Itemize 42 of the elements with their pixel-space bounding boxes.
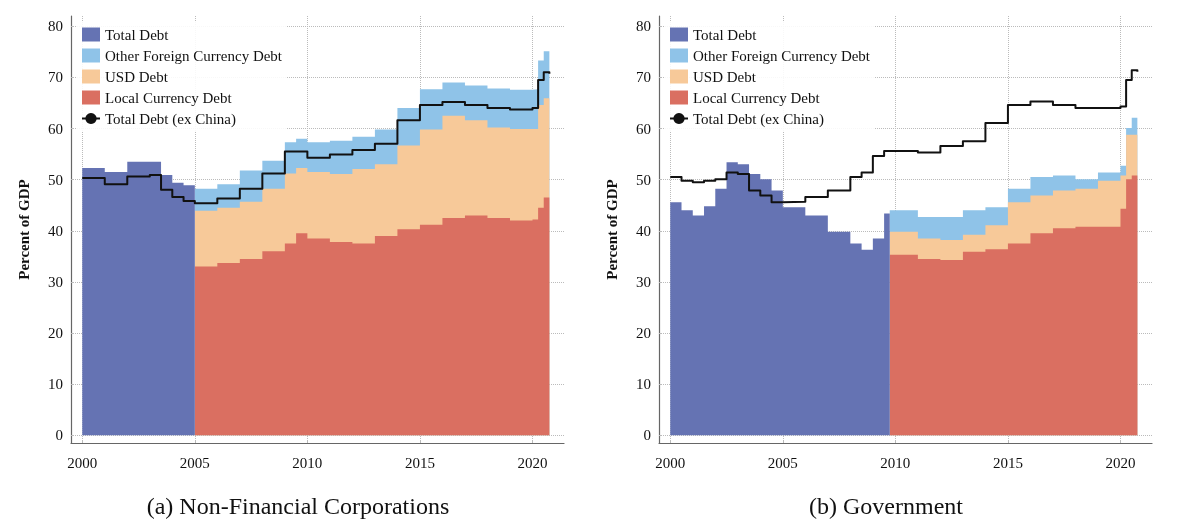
x-tick-label: 2020 <box>1105 454 1136 471</box>
text: (b) Government <box>809 493 964 519</box>
x-tick-label: 2005 <box>767 454 798 471</box>
legend-label: Other Foreign Currency Debt <box>693 47 871 64</box>
y-tick-label: 80 <box>636 18 651 35</box>
y-tick-label: 20 <box>636 325 651 342</box>
legend-label: Local Currency Debt <box>105 89 233 106</box>
x-tick-label: 2005 <box>179 454 210 471</box>
x-tick-label: 2015 <box>992 454 1023 471</box>
y-tick-label: 50 <box>48 171 63 188</box>
legend-label: Total Debt (ex China) <box>693 110 824 128</box>
y-tick-label: 30 <box>48 273 63 290</box>
legend-label: Total Debt (ex China) <box>105 110 236 128</box>
x-tick-label: 2015 <box>404 454 435 471</box>
legend-label: Total Debt <box>693 26 758 43</box>
x-tick-label: 2000 <box>67 454 98 471</box>
legend-label: Local Currency Debt <box>693 89 821 106</box>
y-tick-label: 60 <box>48 120 63 137</box>
y-tick-label: 0 <box>643 427 651 444</box>
legend-label: USD Debt <box>693 68 757 85</box>
y-tick-label: 70 <box>636 69 651 86</box>
x-tick-label: 2000 <box>655 454 686 471</box>
y-axis-title: Percent of GDP <box>15 179 32 280</box>
y-tick-label: 20 <box>48 325 63 342</box>
y-axis-title: Percent of GDP <box>603 179 620 280</box>
y-tick-label: 10 <box>636 376 651 393</box>
legend-label: Other Foreign Currency Debt <box>105 47 283 64</box>
y-tick-label: 40 <box>636 222 651 239</box>
x-tick-label: 2020 <box>517 454 548 471</box>
x-tick-label: 2010 <box>880 454 911 471</box>
legend-label: USD Debt <box>105 68 169 85</box>
y-tick-label: 50 <box>636 171 651 188</box>
legend-label: Total Debt <box>105 26 170 43</box>
y-tick-label: 60 <box>636 120 651 137</box>
y-tick-label: 40 <box>48 222 63 239</box>
text: (a) Non-Financial Corporations <box>146 493 450 519</box>
y-tick-label: 10 <box>48 376 63 393</box>
x-tick-label: 2010 <box>292 454 323 471</box>
y-tick-label: 70 <box>48 69 63 86</box>
y-tick-label: 80 <box>48 18 63 35</box>
y-tick-label: 0 <box>55 427 63 444</box>
y-tick-label: 30 <box>636 273 651 290</box>
